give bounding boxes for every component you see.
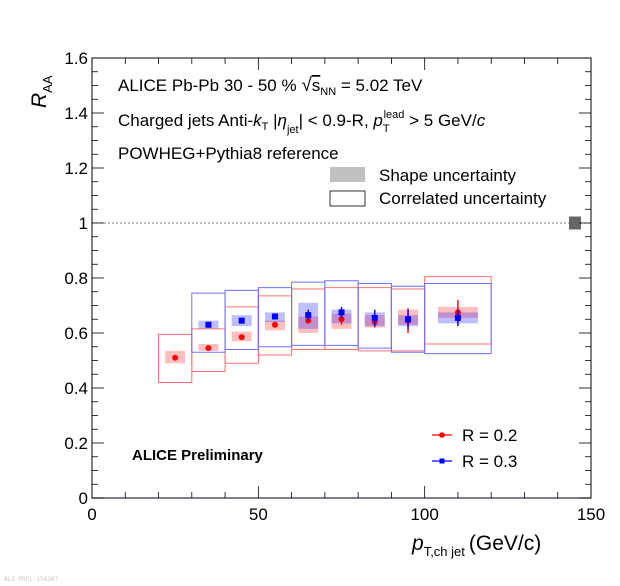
data-point-r03 <box>371 314 378 321</box>
legend-shape-label: Shape uncertainty <box>379 166 517 185</box>
correlated-uncertainty-box <box>424 283 492 355</box>
y-tick-label: 0.8 <box>64 269 88 288</box>
data-point-r03 <box>405 316 412 323</box>
shape-uncertainty-box <box>298 316 319 333</box>
data-point-r02 <box>205 345 212 352</box>
legend-r02-label: R = 0.2 <box>462 426 517 445</box>
axis-ticks: 0 50 100 150 0 0.2 0.4 0.6 0.8 1 1.2 1.4 1.6 <box>64 49 605 524</box>
data-point-r03 <box>238 317 245 324</box>
data-point-r03 <box>305 312 312 319</box>
data-point-r02 <box>172 354 179 361</box>
x-tick-label: 100 <box>410 505 438 524</box>
data-points <box>172 300 461 361</box>
annotation-line3: POWHEG+Pythia8 reference <box>118 144 339 163</box>
y-tick-label: 0.4 <box>64 379 88 398</box>
y-tick-label: 1.4 <box>64 104 88 123</box>
legend-r02-marker <box>439 432 445 438</box>
data-point-r03 <box>454 314 461 321</box>
y-tick-label: 0 <box>79 489 88 508</box>
uncertainty-boxes <box>158 276 492 383</box>
annotation-line2: Charged jets Anti-kT |ηjet| < 0.9-R, pTl… <box>118 109 486 136</box>
legend-correlated-swatch <box>329 190 366 207</box>
legend-r03-label: R = 0.3 <box>462 452 517 471</box>
x-tick-label: 50 <box>249 505 268 524</box>
watermark-label: ALI-PREL-156367 <box>4 576 59 583</box>
y-tick-label: 1 <box>79 214 88 233</box>
y-tick-label: 0.6 <box>64 324 88 343</box>
data-point-r02 <box>238 334 245 341</box>
legend-r03-marker <box>439 458 445 464</box>
y-tick-label: 1.6 <box>64 49 88 68</box>
y-tick-label: 1.2 <box>64 159 88 178</box>
alice-preliminary-label: ALICE Preliminary <box>132 447 264 464</box>
x-tick-label: 0 <box>87 505 96 524</box>
legend-shape-swatch <box>330 167 365 182</box>
legend-correlated-label: Correlated uncertainty <box>379 189 547 208</box>
y-axis-title: RAA <box>28 75 55 108</box>
x-tick-label: 150 <box>577 505 605 524</box>
sqrt-icon: √ <box>301 75 312 96</box>
x-axis-title: pT,ch jet (GeV/c) <box>411 532 541 559</box>
data-point-r03 <box>338 309 345 316</box>
data-point-r03 <box>271 313 278 320</box>
y-tick-label: 0.2 <box>64 434 88 453</box>
data-point-r02 <box>338 316 345 323</box>
annotation-line1: ALICE Pb-Pb 30 - 50 % √sNN = 5.02 TeV <box>118 75 423 98</box>
data-point-r03 <box>205 321 212 328</box>
normalization-uncertainty-box <box>569 216 581 230</box>
data-point-r02 <box>271 321 278 328</box>
